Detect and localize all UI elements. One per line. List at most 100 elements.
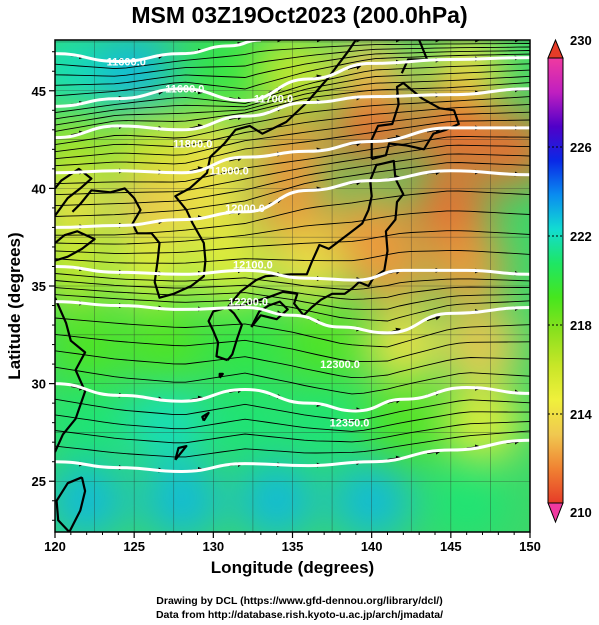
streamline <box>55 230 530 254</box>
contour-label: 11900.0 <box>210 166 249 178</box>
y-tick-label: 45 <box>32 84 46 99</box>
coastline <box>201 411 210 422</box>
wind-arrow <box>426 128 441 133</box>
map-plot-area: 11600.0 11600.0 11700.0 11800.0 11900.0 12000… <box>55 40 530 532</box>
contour-line-11700 <box>55 56 530 108</box>
temperature-cell <box>112 169 188 246</box>
wind-arrow <box>189 123 204 129</box>
temperature-cell <box>191 40 268 110</box>
streamline <box>55 63 530 114</box>
coastline <box>55 167 93 217</box>
coastline <box>71 40 357 299</box>
coastline <box>218 372 224 379</box>
colorbar-tick-label: 226 <box>570 140 592 155</box>
wind-arrow <box>347 64 362 70</box>
streamline <box>55 398 530 422</box>
contour-label: 11800.0 <box>173 138 212 150</box>
streamline <box>55 287 530 310</box>
contour-label: 12000.0 <box>225 203 265 215</box>
coastlines <box>55 40 460 532</box>
y-tick-label: 30 <box>32 377 46 392</box>
temperature-cell <box>428 228 505 305</box>
credit-data-source: Data from http://database.rish.kyoto-u.a… <box>155 609 444 621</box>
x-tick-label: 145 <box>440 539 462 554</box>
contour-label: 12100.0 <box>233 259 273 271</box>
credit-drawing: Drawing by DCL (https://www.gfd-dennou.o… <box>156 595 443 607</box>
temperature-cell <box>55 462 125 532</box>
streamline <box>55 317 530 348</box>
temperature-cell <box>112 228 188 305</box>
streamline <box>55 82 530 132</box>
streamline <box>55 111 530 160</box>
temperature-cell <box>55 384 125 461</box>
contour-line-11800 <box>55 87 530 140</box>
colorbar-min-triangle <box>547 502 564 524</box>
temperature-cell <box>55 40 109 110</box>
x-tick-label: 140 <box>361 539 383 554</box>
x-tick-label: 130 <box>202 539 224 554</box>
temperature-cell <box>365 306 442 383</box>
streamline <box>55 50 530 86</box>
contour-label: 11600.0 <box>165 84 204 96</box>
height-contours <box>55 40 530 473</box>
temperature-cell <box>127 384 204 461</box>
streamline <box>55 119 530 167</box>
streamline <box>55 210 530 245</box>
contour-labels: 11600.0 11600.0 11700.0 11800.0 11900.0 12000… <box>107 56 370 429</box>
streamline <box>55 103 530 153</box>
contour-line-12300 <box>55 382 530 413</box>
streamline <box>55 53 530 97</box>
lat-lon-grid <box>55 40 530 532</box>
contour-label: 11600.0 <box>107 56 146 68</box>
wind-arrow <box>189 166 204 172</box>
streamline <box>55 350 530 379</box>
contour-line-11900 <box>55 126 530 175</box>
streamline <box>55 273 530 291</box>
streamline <box>55 366 530 395</box>
x-tick-label: 120 <box>44 539 66 554</box>
colorbar-tick-label: 214 <box>570 407 592 422</box>
y-axis-title: Latitude (degrees) <box>5 232 24 380</box>
colorbar: 230 226 222 218 214 210 <box>547 33 592 524</box>
x-axis-title: Longitude (degrees) <box>210 558 375 577</box>
streamline <box>55 153 530 207</box>
streamline <box>55 69 530 120</box>
colorbar-body <box>547 57 564 504</box>
wind-arrow <box>387 134 401 140</box>
streamline <box>55 250 530 264</box>
coastline <box>370 81 460 161</box>
streamline <box>55 162 530 217</box>
chart-title: MSM 03Z19Oct2023 (200.0hPa) <box>131 2 468 28</box>
streamline <box>55 280 530 300</box>
temperature-cell <box>55 306 125 383</box>
temperature-cell <box>428 462 505 532</box>
colorbar-tick-label: 230 <box>570 33 592 48</box>
wind-arrow <box>426 315 441 322</box>
x-tick-label: 125 <box>123 539 145 554</box>
streamline <box>55 144 530 196</box>
contour-line-12350 <box>55 438 530 473</box>
coastline <box>55 476 87 532</box>
temperature-cell <box>444 306 521 383</box>
x-axis-ticks: 120 125 130 135 140 145 150 <box>44 532 541 554</box>
coastline <box>55 230 96 262</box>
temperature-cell <box>476 111 530 188</box>
temperature-cell <box>143 462 220 532</box>
colorbar-tick-label: 222 <box>570 229 592 244</box>
streamline <box>55 294 530 322</box>
colorbar-max-triangle <box>547 38 564 59</box>
y-tick-label: 35 <box>32 279 46 294</box>
contour-label: 12300.0 <box>320 359 360 371</box>
contour-label: 12350.0 <box>330 418 370 430</box>
temperature-cell <box>238 462 315 532</box>
contour-line-12000 <box>55 169 530 229</box>
streamline <box>55 190 530 236</box>
temperature-cell <box>207 306 283 383</box>
contour-label: 12200.0 <box>228 297 268 309</box>
streamline <box>55 46 530 77</box>
temperature-cell <box>207 384 283 461</box>
colorbar-tick-label: 218 <box>570 318 592 333</box>
streamline <box>55 430 530 458</box>
x-tick-label: 150 <box>519 539 541 554</box>
contour-line-12100 <box>55 264 530 282</box>
